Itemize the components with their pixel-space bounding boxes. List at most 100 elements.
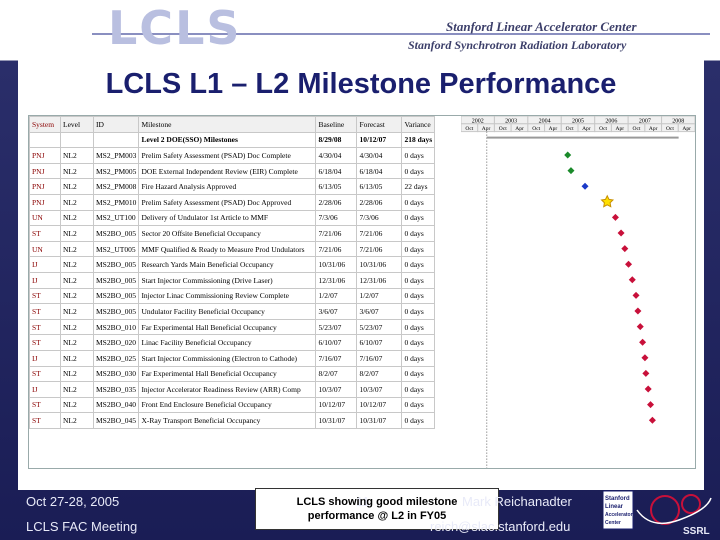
header: LCLS Stanford Linear Accelerator Center …	[0, 0, 720, 60]
milestone-marker	[564, 151, 572, 159]
footer-date: Oct 27-28, 2005	[26, 494, 120, 509]
table-cell: 0 days	[401, 162, 436, 180]
table-cell: 4/30/04	[315, 147, 358, 164]
callout-line: performance @ L2 in FY05	[307, 510, 447, 522]
table-cell: 0 days	[401, 334, 436, 351]
table-cell: Start Injector Commissioning (Electron t…	[138, 349, 317, 367]
half-label: Apr	[515, 126, 524, 132]
half-label: Oct	[566, 126, 574, 132]
column-header: System	[29, 116, 61, 133]
table-cell: NL2	[60, 209, 94, 227]
table-cell: NL2	[60, 193, 94, 211]
table-cell: 5/23/07	[315, 318, 358, 336]
table-cell: Injector Linac Commissioning Review Comp…	[138, 287, 317, 305]
footer-author: Mark Reichanadter	[462, 494, 572, 509]
milestone-marker	[636, 323, 644, 331]
table-cell: NL2	[60, 271, 94, 289]
table-cell: 0 days	[401, 209, 436, 227]
milestone-marker	[632, 291, 640, 299]
table-cell: 10/12/07	[315, 396, 358, 414]
table-row: PNJ NL2 MS2_PM010 Prelim Safety Assessment …	[29, 193, 436, 211]
half-cell	[677, 123, 695, 133]
table-cell: UN	[29, 209, 61, 227]
table-cell: NL2	[60, 303, 94, 320]
table-cell: 1/2/07	[356, 287, 403, 305]
half-label: Apr	[649, 126, 658, 132]
table-row: UN NL2 MS2_UT005 MMF Qualified & Ready to M…	[29, 240, 436, 258]
year-label: 2007	[639, 119, 651, 125]
table-cell: ST	[29, 396, 61, 414]
table-cell: 0 days	[401, 271, 436, 289]
table-cell: 7/21/06	[356, 240, 403, 258]
table-cell: MS2BO_005	[92, 287, 140, 305]
lcls-logo: LCLS	[108, 1, 242, 55]
half-label: Oct	[465, 126, 473, 132]
half-label: Apr	[682, 126, 691, 132]
table-cell: 6/18/04	[315, 162, 358, 180]
table-row: IJ NL2 MS2BO_035 Injector Accelerator Readi…	[29, 381, 436, 398]
table-cell	[29, 131, 61, 149]
table-cell: Linac Facility Beneficial Occupancy	[138, 334, 317, 351]
year-label: 2003	[505, 119, 517, 125]
table-cell: NL2	[60, 365, 94, 383]
table-cell: 0 days	[401, 412, 436, 429]
table-cell: 7/16/07	[315, 349, 358, 367]
table-row: PNJ NL2 MS2_PM003 Prelim Safety Assessment …	[29, 147, 436, 164]
table-cell: NL2	[60, 334, 94, 351]
table-cell: 8/2/07	[315, 365, 358, 383]
milestone-marker	[567, 167, 575, 175]
table-cell: NL2	[60, 287, 94, 305]
half-label: Apr	[482, 126, 491, 132]
milestone-marker	[621, 245, 629, 253]
table-cell: 0 days	[401, 287, 436, 305]
table-cell: 0 days	[401, 318, 436, 336]
table-cell: Far Experimental Hall Beneficial Occupan…	[138, 318, 317, 336]
table-cell: MS2BO_005	[92, 271, 140, 289]
table-cell: Delivery of Undulator 1st Article to MMF	[138, 209, 317, 227]
table-cell: 0 days	[401, 303, 436, 320]
table-cell	[60, 131, 94, 149]
table-cell: Sector 20 Offsite Beneficial Occupancy	[138, 225, 317, 242]
table-cell: NL2	[60, 381, 94, 398]
table-cell: ST	[29, 287, 61, 305]
milestone-marker	[581, 182, 589, 190]
callout-line: LCLS showing good milestone	[296, 496, 458, 508]
table-cell: 0 days	[401, 225, 436, 242]
table-cell: MS2BO_005	[92, 303, 140, 320]
org-name-slac: Stanford Linear Accelerator Center	[446, 19, 637, 34]
table-cell: PNJ	[29, 193, 61, 211]
summary-label: Level 2 DOE(SSO) Milestones	[138, 131, 317, 149]
table-cell: 10/31/07	[315, 412, 358, 429]
table-cell: 10/3/07	[315, 381, 358, 398]
table-cell: 3/6/07	[356, 303, 403, 320]
table-cell: 6/10/07	[356, 334, 403, 351]
table-cell: MS2BO_035	[92, 381, 140, 398]
org-name-ssrl: Stanford Synchrotron Radiation Laborator…	[408, 38, 627, 52]
table-row: ST NL2 MS2BO_045 X-Ray Transport Beneficial…	[29, 412, 436, 429]
gantt-chart: System Level ID Milestone Baseline Forec…	[28, 115, 696, 469]
half-label: Oct	[666, 126, 674, 132]
table-cell: NL2	[60, 318, 94, 336]
table-cell: DOE External Independent Review (EIR) Co…	[138, 162, 317, 180]
table-cell: 22 days	[401, 178, 436, 195]
slac-ssrl-logo: Stanford Linear Accelerator Center SSRL	[603, 490, 712, 537]
table-cell: MS2_PM005	[92, 162, 140, 180]
table-cell: Undulator Facility Beneficial Occupancy	[138, 303, 317, 320]
table-cell: ST	[29, 365, 61, 383]
table-row: ST NL2 MS2BO_030 Far Experimental Hall Bene…	[29, 365, 436, 383]
table-cell: Injector Accelerator Readiness Review (A…	[138, 381, 317, 398]
slide-body: LCLS L1 – L2 Milestone Performance Syste…	[18, 60, 704, 530]
table-cell: MMF Qualified & Ready to Measure Prod Un…	[138, 240, 317, 258]
table-cell: ST	[29, 318, 61, 336]
table-cell: 10/31/06	[356, 256, 403, 273]
table-cell: IJ	[29, 256, 61, 273]
milestone-marker	[628, 276, 636, 284]
column-header: Milestone	[138, 116, 317, 133]
table-cell: 10/12/07	[356, 396, 403, 414]
table-cell: 7/21/06	[356, 225, 403, 242]
table-cell: X-Ray Transport Beneficial Occupancy	[138, 412, 317, 429]
table-row: PNJ NL2 MS2_PM008 Fire Hazard Analysis Appr…	[29, 178, 436, 195]
table-cell: MS2_PM010	[92, 193, 140, 211]
year-label: 2002	[472, 119, 484, 125]
year-label: 2006	[605, 119, 617, 125]
